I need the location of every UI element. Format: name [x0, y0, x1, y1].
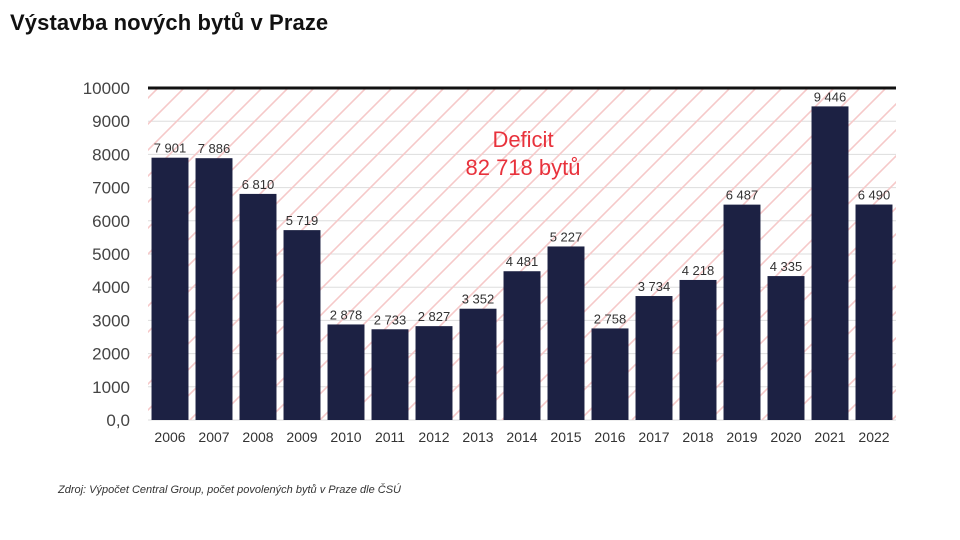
x-tick-label: 2009	[286, 429, 317, 445]
bar-2020	[767, 276, 805, 420]
source-note: Zdroj: Výpočet Central Group, počet povo…	[58, 484, 402, 496]
bar-2006	[151, 157, 189, 420]
deficit-hatch-line	[944, 88, 960, 420]
deficit-hatch-line	[148, 88, 263, 204]
y-tick-label: 8000	[92, 145, 130, 164]
bar-2022	[855, 204, 893, 420]
bar-2021	[811, 106, 849, 421]
bar-value-label: 4 218	[682, 263, 715, 278]
bar-2009	[283, 230, 321, 420]
bar-value-label: 2 827	[418, 309, 451, 324]
y-tick-label: 4000	[92, 278, 130, 297]
x-tick-label: 2012	[418, 429, 449, 445]
y-tick-label: 2000	[92, 345, 130, 364]
x-tick-label: 2017	[638, 429, 669, 445]
deficit-annotation-value: 82 718 bytů	[465, 155, 581, 180]
bar-value-label: 6 810	[242, 177, 275, 192]
x-tick-label: 2007	[198, 429, 229, 445]
x-tick-label: 2022	[858, 429, 889, 445]
y-tick-label: 6000	[92, 212, 130, 231]
deficit-hatch-line	[0, 88, 106, 420]
y-tick-label: 5000	[92, 245, 130, 264]
bar-value-label: 2 878	[330, 307, 363, 322]
bar-value-label: 4 335	[770, 259, 803, 274]
x-tick-label: 2010	[330, 429, 361, 445]
deficit-hatch-line	[891, 414, 896, 420]
bar-value-label: 2 758	[594, 311, 627, 326]
x-tick-label: 2006	[154, 429, 185, 445]
bar-value-label: 5 719	[286, 213, 319, 228]
deficit-annotation: Deficit 82 718 bytů	[458, 126, 588, 182]
bar-value-label: 4 481	[506, 254, 539, 269]
bar-value-label: 6 487	[726, 188, 759, 203]
bar-2008	[239, 193, 277, 420]
bar-value-label: 5 227	[550, 229, 583, 244]
x-tick-label: 2020	[770, 429, 801, 445]
deficit-hatch-line	[148, 88, 211, 152]
bar-value-label: 3 734	[638, 279, 671, 294]
x-tick-label: 2016	[594, 429, 625, 445]
bar-chart: 0,0 1000 2000 3000 4000 5000 6000 7000 8000 9000 1…	[0, 79, 960, 445]
y-tick-label: 9000	[92, 112, 130, 131]
bar-value-label: 9 446	[814, 89, 847, 104]
x-tick-label: 2019	[726, 429, 757, 445]
y-tick-label: 0,0	[106, 411, 130, 430]
deficit-hatch-line	[148, 88, 159, 100]
x-tick-label: 2015	[550, 429, 581, 445]
deficit-hatch-line	[148, 88, 315, 256]
x-tick-label: 2011	[375, 429, 405, 445]
bar-value-label: 7 886	[198, 141, 231, 156]
deficit-hatch-line	[267, 88, 601, 420]
bar-value-label: 3 352	[462, 292, 495, 307]
deficit-hatch-line	[0, 88, 80, 420]
x-tick-label: 2014	[506, 429, 537, 445]
y-tick-label: 10000	[83, 79, 130, 98]
bar-2010	[327, 324, 365, 420]
bar-value-label: 2 733	[374, 312, 407, 327]
bar-value-label: 6 490	[858, 188, 891, 203]
bar-2018	[679, 279, 717, 420]
bar-2007	[195, 158, 233, 420]
y-tick-label: 7000	[92, 179, 130, 198]
bar-2017	[635, 296, 673, 420]
bar-2014	[503, 271, 541, 420]
y-tick-label: 1000	[92, 378, 130, 397]
x-tick-label: 2013	[462, 429, 493, 445]
x-tick-label: 2021	[814, 429, 845, 445]
bar-2012	[415, 326, 453, 420]
page-title: Výstavba nových bytů v Praze	[10, 10, 329, 35]
bar-2013	[459, 308, 497, 420]
deficit-hatch-line	[918, 88, 960, 420]
y-tick-label: 3000	[92, 311, 130, 330]
deficit-hatch-line	[148, 88, 237, 178]
bar-2015	[547, 246, 585, 420]
deficit-annotation-title: Deficit	[492, 127, 554, 152]
deficit-hatch-line	[148, 88, 289, 230]
x-tick-label: 2018	[682, 429, 713, 445]
bar-2011	[371, 329, 409, 420]
bar-2019	[723, 204, 761, 420]
x-tick-label: 2008	[242, 429, 273, 445]
bar-value-label: 7 901	[154, 141, 187, 156]
bar-2016	[591, 328, 629, 420]
deficit-hatch-line	[839, 362, 896, 420]
